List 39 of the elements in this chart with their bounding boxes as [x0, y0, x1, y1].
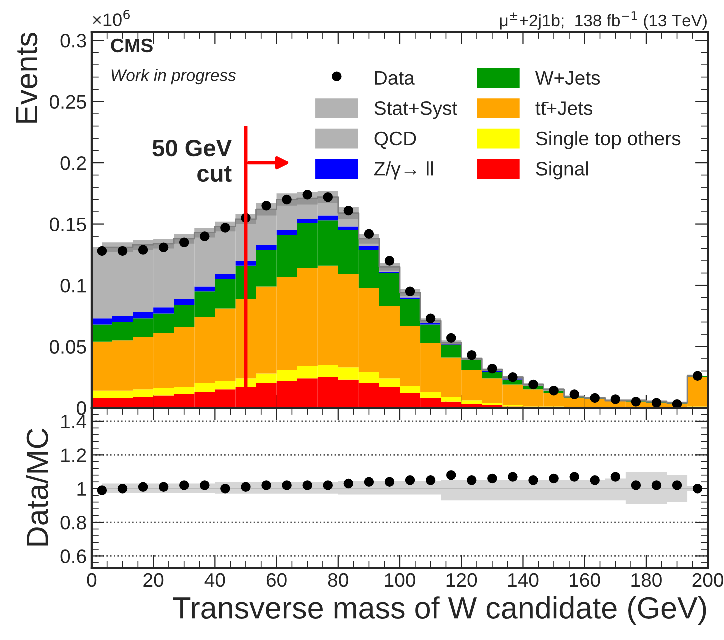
x-tick-label: 0 — [87, 573, 97, 588]
y-tick-label: 0 — [77, 401, 86, 416]
x-tick-label: 60 — [266, 573, 287, 588]
y-tick-label: 0.2 — [60, 156, 86, 170]
x-axis-title: Transverse mass of W candidate (GeV) — [173, 596, 706, 626]
y-tick-label: 0.3 — [60, 34, 86, 48]
y-tick-label: 1.4 — [62, 415, 87, 429]
annotation: CMS — [111, 38, 153, 53]
annotation: 50 GeV cut — [152, 140, 232, 182]
x-tick-label: 200 — [692, 573, 724, 588]
y-tick-label: 0.8 — [60, 516, 86, 530]
text: μ$^{±}$+2j1b; 138 fb$^{−1}$ (13 TeV) — [500, 12, 707, 30]
legend-label: tt̄+Jets — [536, 102, 593, 116]
x-tick-label: 140 — [508, 573, 539, 588]
x-tick-label: 120 — [446, 573, 478, 588]
y-tick-label: 0.25 — [50, 95, 86, 110]
y-tick-label: 0.6 — [60, 550, 86, 564]
legend-label: Signal — [536, 162, 588, 180]
x-tick-label: 20 — [144, 573, 164, 588]
y-tick-label: 1 — [78, 482, 86, 496]
legend-label: QCD — [374, 132, 416, 150]
x-tick-label: 80 — [328, 573, 348, 588]
y-axis-title: Events — [16, 33, 38, 123]
y-tick-label: 0.1 — [60, 278, 86, 293]
x-tick-label: 100 — [385, 573, 416, 588]
legend-label: Z/γ→ ll — [374, 162, 434, 180]
x-tick-label: 160 — [570, 573, 600, 588]
text: ×10$^{6}$ — [93, 10, 130, 26]
legend-label: W+Jets — [535, 71, 600, 86]
legend-label: Data — [375, 71, 415, 86]
y-tick-label: 0.05 — [50, 340, 86, 354]
y-axis-title: Data/MC — [26, 428, 48, 546]
legend-label: Stat+Syst — [374, 102, 458, 120]
x-tick-label: 40 — [204, 573, 226, 588]
annotation: Work in progress — [112, 69, 236, 85]
y-tick-label: 1.2 — [62, 448, 86, 462]
x-tick-label: 180 — [632, 573, 662, 588]
legend-label: Single top others — [536, 131, 681, 150]
y-tick-label: 0.15 — [50, 218, 86, 232]
